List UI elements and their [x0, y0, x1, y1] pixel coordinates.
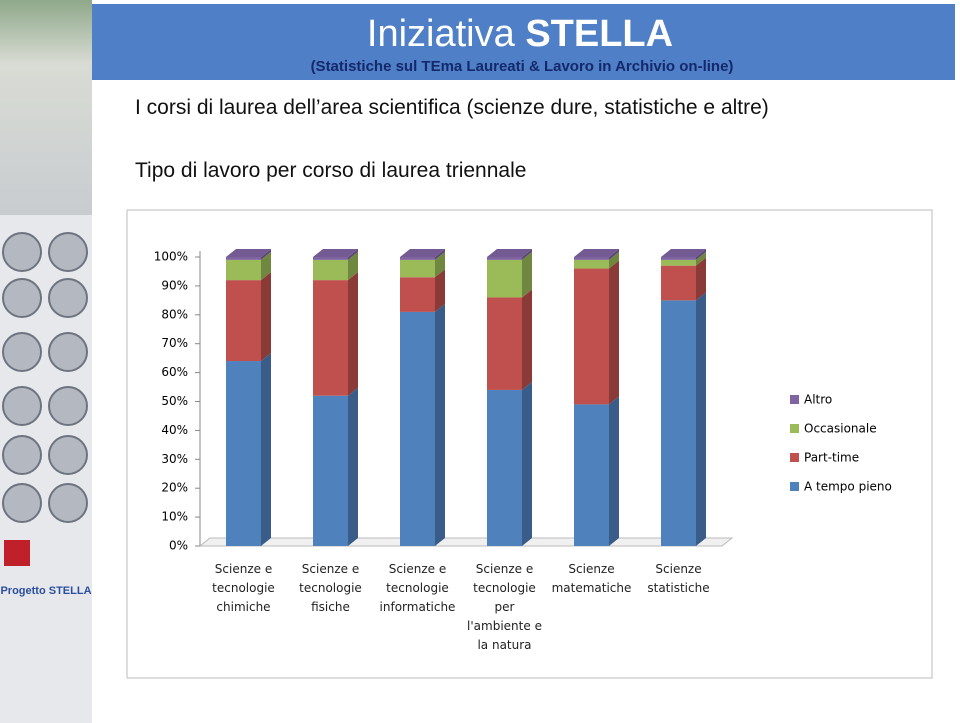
- bar-segment: [226, 280, 261, 362]
- title-bold: STELLA: [525, 13, 673, 55]
- y-tick-label: 40%: [161, 423, 188, 437]
- sidebar-photo: [0, 0, 92, 215]
- bar-segment: [400, 277, 435, 312]
- y-tick-label: 30%: [161, 452, 188, 466]
- bar-segment: [574, 268, 609, 405]
- bar-segment: [574, 404, 609, 546]
- logos: [2, 232, 88, 523]
- header-band: [92, 4, 955, 80]
- bar-side: [609, 251, 619, 269]
- bar-side: [435, 269, 445, 312]
- legend-label: Occasionale: [804, 422, 877, 436]
- bar-top: [487, 249, 532, 257]
- y-tick-label: 100%: [154, 250, 188, 264]
- bar-side: [522, 251, 532, 298]
- bar-segment: [400, 259, 435, 278]
- bar-side: [348, 249, 358, 260]
- sidebar-label: Progetto STELLA: [0, 585, 91, 597]
- bar-segment: [487, 257, 522, 260]
- bar-segment: [226, 361, 261, 546]
- y-tick-label: 50%: [161, 394, 188, 408]
- bar-top: [400, 249, 445, 257]
- y-tick-label: 90%: [161, 278, 188, 292]
- bar-side: [348, 387, 358, 546]
- bar-side: [696, 292, 706, 546]
- bar-segment: [661, 265, 696, 301]
- bar-segment: [487, 297, 522, 390]
- bar-side: [609, 396, 619, 546]
- legend-swatch: [790, 453, 799, 462]
- x-tick-label: Scienze statistiche: [647, 562, 710, 595]
- x-tick-label: Scienze e tecnologie per l'ambiente e la…: [467, 562, 542, 652]
- bar-side: [696, 257, 706, 301]
- x-tick-label: Scienze e tecnologie chimiche: [212, 562, 275, 614]
- bar-segment: [400, 257, 435, 260]
- header-subtitle: (Statistiche sul TEma Laureati & Lavoro …: [311, 58, 734, 75]
- bar-segment: [661, 259, 696, 266]
- bar-segment: [313, 257, 348, 260]
- bar-segment: [313, 395, 348, 546]
- legend-label: Altro: [804, 393, 832, 407]
- bar-side: [522, 381, 532, 546]
- bar-segment: [574, 257, 609, 260]
- bar-top: [226, 249, 271, 257]
- y-tick-label: 60%: [161, 365, 188, 379]
- legend-swatch: [790, 424, 799, 433]
- bar-side: [348, 251, 358, 281]
- bar-side: [261, 272, 271, 362]
- bar-side: [522, 289, 532, 390]
- alea-logo: [4, 540, 30, 566]
- x-tick-label: Scienze matematiche: [551, 562, 632, 595]
- bar-side: [435, 303, 445, 546]
- y-tick-label: 10%: [161, 510, 188, 524]
- header-title: Iniziativa STELLA: [367, 13, 673, 55]
- bar-side: [696, 251, 706, 266]
- bar-side: [435, 249, 445, 260]
- bar-segment: [661, 300, 696, 546]
- legend-swatch: [790, 395, 799, 404]
- legend-label: A tempo pieno: [804, 480, 892, 494]
- x-tick-label: Scienze e tecnologie fisiche: [299, 562, 362, 614]
- y-tick-label: 70%: [161, 336, 188, 350]
- bar-side: [261, 249, 271, 260]
- bar-top: [661, 249, 706, 257]
- bar-side: [609, 260, 619, 405]
- bar-segment: [313, 280, 348, 396]
- y-tick-label: 20%: [161, 481, 188, 495]
- bar-side: [522, 249, 532, 260]
- bar-top: [313, 249, 358, 257]
- bar-segment: [487, 259, 522, 298]
- chart-title: Tipo di lavoro per corso di laurea trien…: [135, 159, 526, 182]
- y-tick-label: 80%: [161, 307, 188, 321]
- bar-segment: [487, 389, 522, 546]
- bar-segment: [661, 257, 696, 260]
- title-light: Iniziativa: [367, 13, 516, 55]
- bar-side: [261, 251, 271, 281]
- bar-segment: [226, 259, 261, 281]
- legend-swatch: [790, 482, 799, 491]
- bar-side: [435, 251, 445, 278]
- bar-side: [261, 353, 271, 546]
- bar-segment: [400, 311, 435, 546]
- legend-label: Part-time: [804, 451, 859, 465]
- bar-segment: [574, 259, 609, 269]
- bar-segment: [313, 259, 348, 281]
- y-tick-label: 0%: [169, 539, 188, 553]
- bar-side: [696, 249, 706, 260]
- bar-side: [348, 272, 358, 396]
- heading: I corsi di laurea dell’area scientifica …: [135, 96, 769, 119]
- floor: [198, 537, 734, 547]
- x-tick-label: Scienze e tecnologie informatiche: [379, 562, 456, 614]
- bar-side: [609, 249, 619, 260]
- bar-top: [574, 249, 619, 257]
- bar-segment: [226, 257, 261, 260]
